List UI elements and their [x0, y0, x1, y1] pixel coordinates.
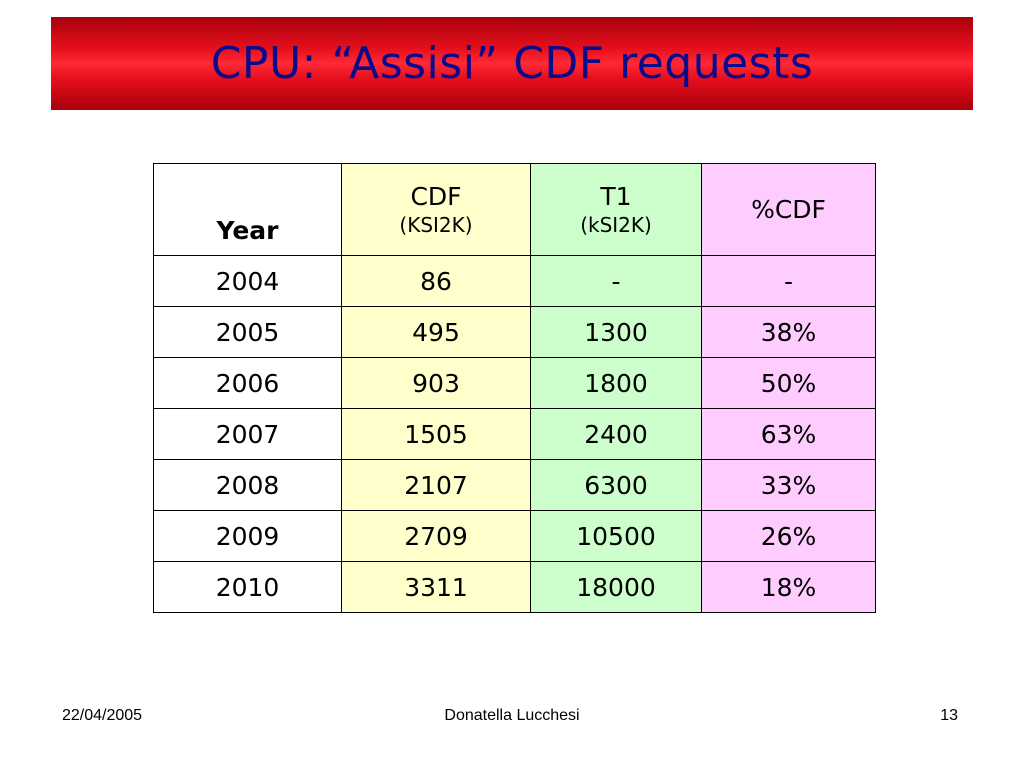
cell-year: 2009 [153, 510, 342, 562]
header-t1: T1 (kSI2K) [530, 163, 702, 256]
cell-t1: 2400 [530, 408, 702, 460]
slide-title: CPU: “Assisi” CDF requests [210, 38, 814, 89]
cell-t1: 10500 [530, 510, 702, 562]
header-pct-cdf-label: %CDF [751, 195, 826, 224]
header-t1-label: T1 [600, 181, 632, 211]
cell-cdf: 2107 [341, 459, 531, 511]
header-cdf-unit: (KSI2K) [399, 212, 473, 237]
cell-pct-cdf: 38% [701, 306, 876, 358]
cell-t1: 6300 [530, 459, 702, 511]
cpu-requests-table: Year CDF (KSI2K) T1 (kSI2K) %CDF 2004 86… [153, 163, 876, 613]
title-bar: CPU: “Assisi” CDF requests [51, 17, 973, 110]
table-row: 2007 1505 2400 63% [153, 408, 876, 460]
header-t1-unit: (kSI2K) [580, 212, 652, 237]
cell-cdf: 3311 [341, 561, 531, 613]
cell-cdf: 1505 [341, 408, 531, 460]
table-header-row: Year CDF (KSI2K) T1 (kSI2K) %CDF [153, 163, 876, 256]
cell-year: 2010 [153, 561, 342, 613]
cell-t1: 18000 [530, 561, 702, 613]
header-pct-cdf: %CDF [701, 163, 876, 256]
cell-pct-cdf: 18% [701, 561, 876, 613]
table-row: 2004 86 - - [153, 255, 876, 307]
footer-author: Donatella Lucchesi [444, 707, 580, 724]
cell-t1: 1800 [530, 357, 702, 409]
cell-year: 2007 [153, 408, 342, 460]
cell-year: 2005 [153, 306, 342, 358]
table-row: 2006 903 1800 50% [153, 357, 876, 409]
table-row: 2010 3311 18000 18% [153, 561, 876, 613]
cell-year: 2004 [153, 255, 342, 307]
header-cdf-label: CDF [410, 181, 462, 211]
header-year: Year [153, 163, 342, 256]
cell-pct-cdf: 50% [701, 357, 876, 409]
cell-year: 2008 [153, 459, 342, 511]
cell-pct-cdf: 26% [701, 510, 876, 562]
cell-cdf: 2709 [341, 510, 531, 562]
footer-page-number: 13 [940, 707, 958, 724]
cell-pct-cdf: 63% [701, 408, 876, 460]
cell-t1: - [530, 255, 702, 307]
cell-cdf: 86 [341, 255, 531, 307]
cell-t1: 1300 [530, 306, 702, 358]
cell-year: 2006 [153, 357, 342, 409]
cell-cdf: 903 [341, 357, 531, 409]
table-row: 2008 2107 6300 33% [153, 459, 876, 511]
cell-pct-cdf: 33% [701, 459, 876, 511]
header-year-label: Year [216, 216, 279, 245]
table-row: 2009 2709 10500 26% [153, 510, 876, 562]
footer-date: 22/04/2005 [62, 707, 143, 724]
table-row: 2005 495 1300 38% [153, 306, 876, 358]
header-cdf: CDF (KSI2K) [341, 163, 531, 256]
cell-pct-cdf: - [701, 255, 876, 307]
cell-cdf: 495 [341, 306, 531, 358]
